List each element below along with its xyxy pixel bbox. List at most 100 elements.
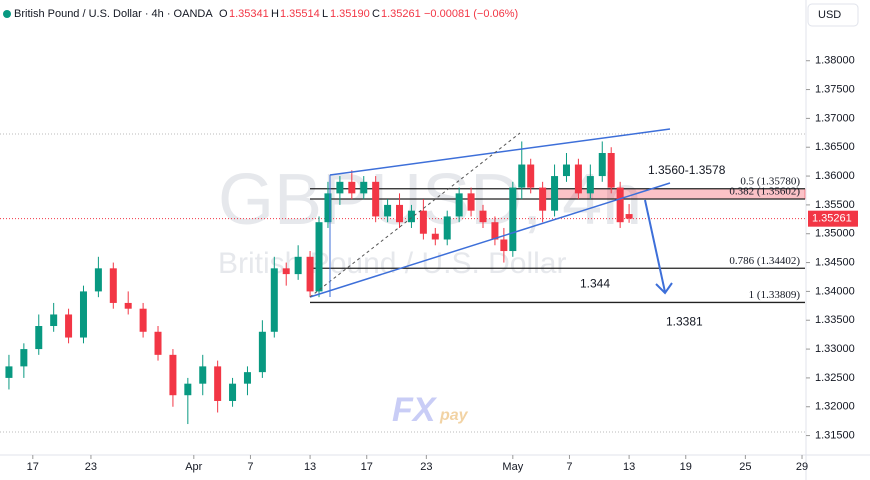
last-price-box <box>808 210 858 227</box>
candle-body <box>35 326 43 350</box>
x-tick-label: 13 <box>623 461 635 473</box>
watermark: GBPUSD, 4h British Pound / U.S. Dollar F… <box>218 160 642 429</box>
y-tick-label: 1.32500 <box>815 372 855 384</box>
x-tick-label: 7 <box>247 461 253 473</box>
x-tick-label: Apr <box>185 461 202 473</box>
change: −0.00081 (−0.06%) <box>424 8 518 20</box>
currency[interactable]: USD <box>818 9 841 21</box>
candle-body <box>396 204 404 223</box>
candle-body <box>243 372 251 384</box>
x-tick-label: 17 <box>361 461 373 473</box>
candle-body <box>539 187 547 211</box>
logo-pay: pay <box>439 407 469 424</box>
candle-body <box>574 164 582 194</box>
y-tick-label: 1.36000 <box>815 170 855 182</box>
zone-label: 1.3560-1.3578 <box>648 163 726 177</box>
candle-body <box>50 314 58 327</box>
low-value: 1.35190 <box>330 8 370 20</box>
candle-body <box>607 152 615 188</box>
candle-body <box>625 214 633 219</box>
fib-label: 0.786 (1.34402) <box>729 255 800 267</box>
candle-body <box>455 193 463 217</box>
candle-body <box>65 314 73 338</box>
candle-body <box>509 187 517 252</box>
candle-body <box>527 164 535 188</box>
candle-body <box>139 308 147 332</box>
candle-body <box>443 216 451 240</box>
y-tick-label: 1.35500 <box>815 199 855 211</box>
x-tick-label: 17 <box>27 461 39 473</box>
candle-body <box>562 164 570 177</box>
candle-body <box>20 349 28 367</box>
candle-body <box>431 233 439 240</box>
candle-body <box>270 268 278 332</box>
candle-body <box>324 193 332 223</box>
watermark-subtitle: British Pound / U.S. Dollar <box>218 247 566 280</box>
candle-body <box>551 176 559 211</box>
candle-body <box>336 181 344 194</box>
candle-body <box>518 164 526 188</box>
y-tick-label: 1.38000 <box>815 55 855 67</box>
arrow-head <box>655 282 673 295</box>
candle-body <box>294 256 302 275</box>
drawings <box>309 128 673 298</box>
y-tick-label: 1.34000 <box>815 285 855 297</box>
c-label: C <box>372 8 380 20</box>
o-label: O <box>219 8 228 20</box>
wedge-lower <box>309 182 671 298</box>
candle-body <box>598 152 606 177</box>
y-tick-label: 1.37500 <box>815 83 855 95</box>
candle-body <box>109 268 117 303</box>
y-tick-label: 1.37000 <box>815 112 855 124</box>
x-tick-label: 13 <box>304 461 316 473</box>
candle-body <box>184 383 192 396</box>
fib-label: 1 (1.33809) <box>749 289 801 301</box>
x-tick-label: 19 <box>680 461 692 473</box>
high-value: 1.35514 <box>280 8 320 20</box>
symbol: British Pound / U.S. Dollar · 4h · OANDA <box>14 8 213 20</box>
x-tick-label: 29 <box>796 461 808 473</box>
candle-body <box>384 204 392 217</box>
h-label: H <box>271 8 279 20</box>
candle-body <box>214 366 222 401</box>
candle-body <box>79 291 87 338</box>
close-value: 1.35261 <box>381 8 421 20</box>
candle-body <box>407 210 415 223</box>
target-label: 1.344 <box>580 277 610 291</box>
x-tick-label: May <box>502 461 523 473</box>
l-label: L <box>322 8 328 20</box>
fib-label: 0.382 (1.35602) <box>729 186 800 198</box>
candle-body <box>154 331 162 355</box>
y-tick-label: 1.34500 <box>815 256 855 268</box>
x-tick-label: 25 <box>739 461 751 473</box>
currency-button[interactable] <box>807 3 859 27</box>
candle-body <box>258 331 266 373</box>
candle-body <box>586 176 594 194</box>
candle-body <box>491 222 499 240</box>
arrow <box>644 199 666 293</box>
logo-fx: FX <box>392 391 438 429</box>
header: British Pound / U.S. Dollar · 4h · OANDA… <box>3 8 518 20</box>
candle-body <box>372 181 380 217</box>
open-value: 1.35341 <box>229 8 269 20</box>
trend-dashed <box>309 132 521 298</box>
x-tick-label: 23 <box>85 461 97 473</box>
candle-body <box>124 302 132 309</box>
candle-body <box>94 268 102 292</box>
y-tick-label: 1.33500 <box>815 314 855 326</box>
candle-body <box>5 366 13 378</box>
candle-body <box>467 193 475 211</box>
candle-body <box>282 268 290 275</box>
last-price-label: 1.35261 <box>812 213 852 225</box>
candle-body <box>169 354 177 396</box>
y-tick-label: 1.33000 <box>815 343 855 355</box>
candle-body <box>315 222 323 292</box>
candle-body <box>348 181 356 194</box>
x-tick-label: 23 <box>420 461 432 473</box>
candle-body <box>479 210 487 223</box>
candle-body <box>360 181 368 194</box>
y-tick-label: 1.31500 <box>815 429 855 441</box>
watermark-title: GBPUSD, 4h <box>218 160 642 240</box>
